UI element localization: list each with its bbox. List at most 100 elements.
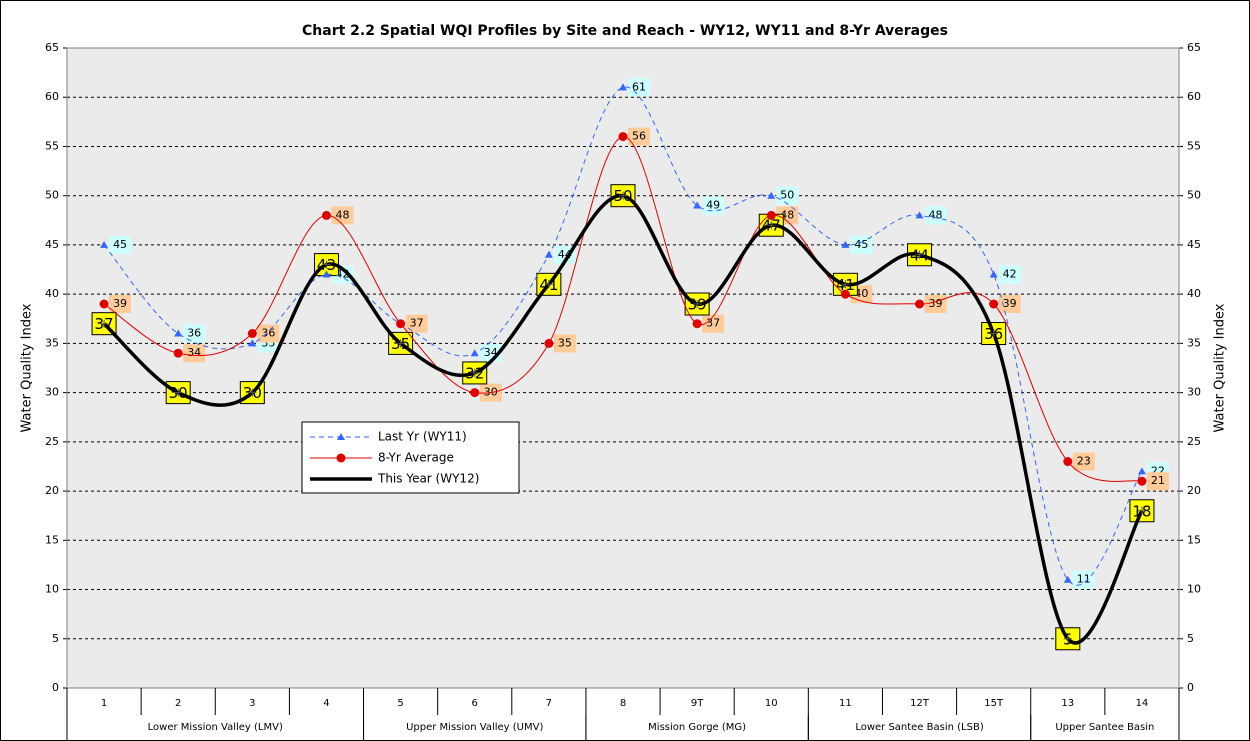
marker	[767, 221, 776, 230]
group-label: Lower Mission Valley (LMV)	[148, 722, 283, 733]
data-label-box	[1146, 472, 1169, 491]
marker	[322, 270, 331, 278]
data-label: 39	[929, 297, 943, 310]
marker	[1137, 476, 1147, 486]
marker	[470, 388, 480, 398]
marker	[470, 349, 479, 357]
marker	[693, 201, 702, 209]
data-label: 37	[706, 317, 720, 330]
group-label: Upper Mission Valley (UMV)	[406, 722, 543, 733]
data-label: 45	[854, 238, 868, 251]
data-label: 39	[1003, 297, 1017, 310]
y-tick-label: 40	[45, 287, 59, 300]
marker	[396, 319, 406, 329]
marker	[1063, 457, 1073, 467]
marker	[99, 299, 109, 309]
y2-tick-label: 65	[1187, 41, 1201, 54]
plot-frame	[66, 47, 1180, 689]
x-tick-label: 2	[175, 698, 181, 709]
data-label-box	[1072, 570, 1095, 589]
marker	[1137, 506, 1146, 515]
data-label: 35	[558, 336, 572, 349]
group-label: Lower Santee Basin (LSB)	[855, 722, 984, 733]
data-label-box	[998, 265, 1021, 284]
data-label: 23	[1077, 455, 1091, 468]
data-label: 39	[113, 297, 127, 310]
legend-label: 8-Yr Average	[378, 451, 454, 465]
data-label: 21	[1151, 474, 1165, 487]
y-tick-label: 30	[45, 386, 59, 399]
data-label: 48	[929, 208, 943, 221]
y-tick-label: 0	[52, 681, 59, 694]
marker	[248, 388, 257, 397]
data-label-box	[1072, 452, 1095, 471]
y-axis-label: Water Quality Index	[20, 303, 35, 432]
y2-axis-label: Water Quality Index	[1213, 303, 1228, 432]
marker	[544, 280, 553, 289]
y2-tick-label: 50	[1187, 189, 1201, 202]
marker	[915, 299, 925, 309]
y2-tick-label: 20	[1187, 484, 1201, 497]
x-tick-label: 10	[765, 698, 778, 709]
marker	[766, 210, 776, 220]
x-tick-label: 4	[323, 698, 329, 709]
marker	[841, 280, 850, 289]
data-label-box	[924, 206, 947, 225]
y-tick-label: 15	[45, 533, 59, 546]
data-label-box	[628, 78, 650, 97]
legend-marker	[337, 433, 345, 440]
y-tick-label: 20	[45, 484, 59, 497]
marker	[619, 83, 627, 91]
legend-marker	[336, 453, 346, 463]
plot-area	[67, 48, 1179, 688]
data-label-box	[998, 295, 1021, 313]
data-label-box	[850, 235, 873, 254]
data-label-box	[109, 235, 132, 254]
x-tick-label: 11	[839, 698, 852, 709]
legend-label: This Year (WY12)	[377, 472, 479, 486]
chart-title: Chart 2.2 Spatial WQI Profiles by Site a…	[302, 23, 948, 39]
y-tick-label: 25	[45, 435, 59, 448]
marker	[100, 319, 109, 328]
y-tick-label: 10	[45, 583, 59, 596]
marker	[989, 270, 998, 278]
y-tick-label: 5	[52, 632, 59, 645]
data-label-box	[405, 314, 428, 333]
marker	[248, 339, 257, 347]
x-tick-label: 1	[101, 698, 107, 709]
data-label: 42	[1003, 267, 1017, 280]
x-tick-label: 8	[620, 698, 626, 709]
y2-tick-label: 30	[1187, 386, 1201, 399]
y2-tick-label: 10	[1187, 583, 1201, 596]
y2-tick-label: 15	[1187, 533, 1201, 546]
marker	[1063, 575, 1072, 583]
marker	[470, 368, 479, 377]
data-label: 36	[187, 327, 201, 340]
x-tick-label: 6	[472, 698, 478, 709]
data-label-box	[776, 186, 799, 205]
x-tick-label: 15T	[984, 698, 1004, 709]
data-label: 36	[261, 327, 275, 340]
marker	[841, 240, 850, 248]
y2-tick-label: 0	[1187, 681, 1194, 694]
group-label: Upper Santee Basin	[1055, 722, 1154, 733]
data-label-box	[109, 295, 132, 313]
y-tick-label: 55	[45, 139, 59, 152]
y-tick-label: 45	[45, 238, 59, 251]
data-label: 30	[484, 386, 498, 399]
data-label-box	[183, 344, 206, 363]
data-label-box	[553, 334, 576, 353]
data-label: 49	[706, 199, 720, 212]
x-tick-label: 3	[249, 698, 255, 709]
series-line	[102, 193, 1144, 645]
x-tick-label: 9T	[691, 698, 704, 709]
marker	[322, 260, 331, 269]
data-label-box	[702, 314, 725, 333]
marker	[396, 339, 405, 348]
data-label: 11	[1077, 573, 1091, 586]
y2-tick-label: 40	[1187, 287, 1201, 300]
x-tick-label: 13	[1061, 698, 1074, 709]
series-line	[103, 86, 1143, 586]
y-tick-label: 60	[45, 90, 59, 103]
